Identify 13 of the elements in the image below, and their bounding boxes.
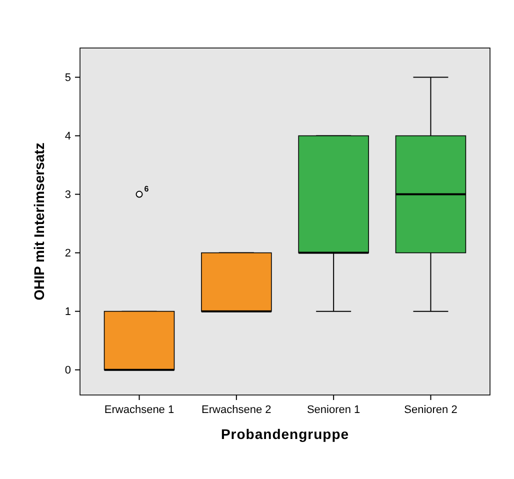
y-tick-label: 3	[64, 189, 71, 202]
y-tick-label: 2	[64, 248, 71, 260]
x-tick-label: Erwachsene 1	[104, 404, 174, 416]
y-tick-label: 0	[64, 364, 71, 377]
y-tick-label: 1	[64, 306, 71, 318]
y-axis-title: OHIP mit Interimsersatz	[31, 142, 47, 300]
y-tick-label: 4	[64, 130, 71, 143]
y-tick-label: 5	[64, 72, 71, 84]
x-tick-label: Senioren 2	[404, 404, 458, 416]
x-tick-label: Erwachsene 2	[202, 404, 272, 416]
x-axis-title: Probandengruppe	[220, 426, 350, 442]
x-tick-label: Senioren 1	[306, 404, 360, 416]
annotation: 6	[144, 184, 150, 194]
